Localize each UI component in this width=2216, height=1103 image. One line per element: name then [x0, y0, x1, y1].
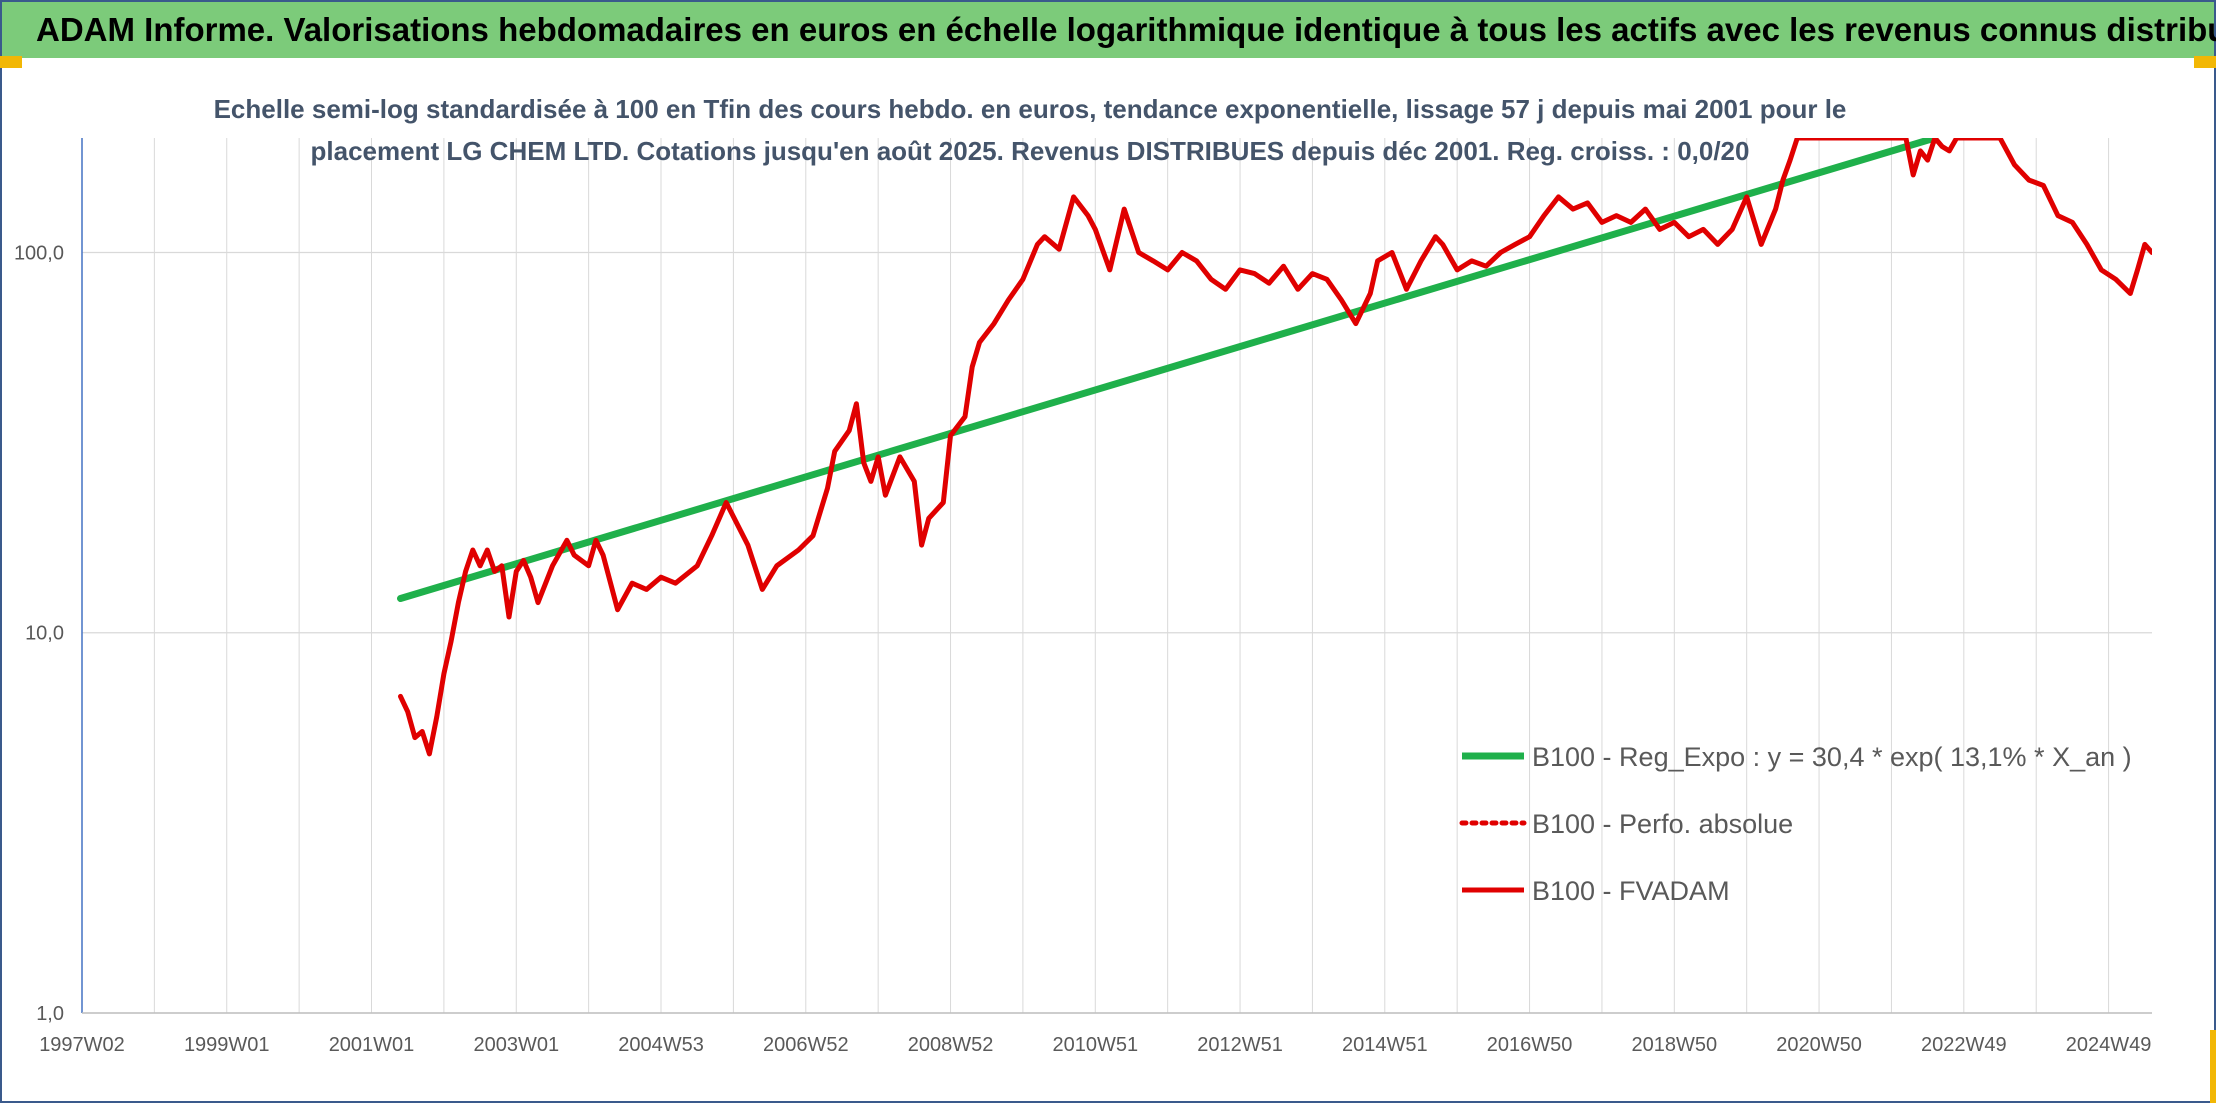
- axes: 1997W02 1999W01 2001W01 2003W01 2004W53 2006W…: [14, 138, 2152, 1056]
- corner-mark-top-right: [2194, 56, 2216, 68]
- x-tick-label: 2003W01: [473, 1034, 559, 1056]
- x-tick-label: 2012W51: [1197, 1034, 1283, 1056]
- x-tick-label: 2014W51: [1342, 1034, 1428, 1056]
- report-banner: ADAM Informe. Valorisations hebdomadaire…: [2, 2, 2216, 58]
- x-tick-label: 2008W52: [908, 1034, 994, 1056]
- x-tick-label: 1997W02: [39, 1034, 125, 1056]
- corner-mark-top-left: [0, 56, 22, 68]
- x-tick-label: 2022W49: [1921, 1034, 2007, 1056]
- series-line-fvadam: [398, 138, 2152, 757]
- x-tick-label: 2006W52: [763, 1034, 849, 1056]
- x-tick-label: 2020W50: [1776, 1034, 1862, 1056]
- x-tick-label: 2024W49: [2066, 1034, 2152, 1056]
- series: [397, 138, 2152, 757]
- x-tick-label: 1999W01: [184, 1034, 270, 1056]
- legend: B100 - Reg_Expo : y = 30,4 * exp( 13,1% …: [1459, 742, 2132, 906]
- legend-entry: B100 - Reg_Expo : y = 30,4 * exp( 13,1% …: [1532, 742, 2132, 772]
- corner-mark-bottom-right: [2210, 1030, 2216, 1103]
- x-tick-label: 2004W53: [618, 1034, 704, 1056]
- legend-entry: B100 - Perfo. absolue: [1532, 809, 1793, 839]
- series-line-regression: [397, 138, 1939, 602]
- y-tick-label: 100,0: [14, 242, 64, 264]
- x-tick-label: 2001W01: [329, 1034, 415, 1056]
- chart-title-line-2: placement LG CHEM LTD. Cotations jusqu'e…: [310, 136, 1750, 166]
- chart-title-line-1: Echelle semi-log standardisée à 100 en T…: [213, 94, 1847, 124]
- report-title: ADAM Informe. Valorisations hebdomadaire…: [36, 11, 2216, 48]
- y-tick-label: 10,0: [25, 623, 64, 645]
- legend-entry: B100 - FVADAM: [1532, 876, 1730, 906]
- grid: [81, 138, 2152, 1014]
- y-tick-label: 1,0: [36, 1003, 64, 1025]
- chart-title: Echelle semi-log standardisée à 100 en T…: [200, 88, 1860, 172]
- x-tick-label: 2010W51: [1052, 1034, 1138, 1056]
- x-tick-label: 2016W50: [1487, 1034, 1573, 1056]
- x-tick-label: 2018W50: [1631, 1034, 1717, 1056]
